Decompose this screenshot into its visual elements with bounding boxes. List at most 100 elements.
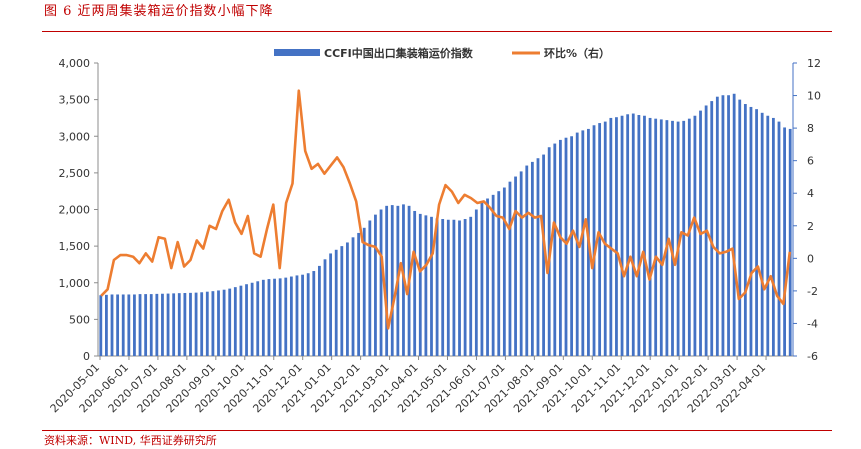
ccfi-bar (133, 294, 136, 356)
ccfi-bar (469, 216, 473, 356)
ccfi-bar (727, 95, 730, 356)
ccfi-bar (105, 294, 108, 356)
legend-bar-label: CCFI中国出口集装箱运价指数 (324, 46, 474, 60)
ccfi-bar (390, 205, 394, 356)
ccfi-bar (687, 118, 691, 356)
ccfi-bar (99, 295, 103, 356)
ccfi-bar (233, 287, 237, 356)
ccfi-bar (138, 294, 142, 356)
ccfi-bar (278, 278, 282, 356)
ccfi-bar (144, 294, 148, 356)
ccfi-bar (334, 249, 338, 356)
ccfi-bar (760, 112, 764, 356)
ccfi-bar (637, 115, 641, 356)
y-right-tick-label: 2 (807, 220, 814, 233)
y-left-tick-label: 4,000 (59, 57, 91, 70)
ccfi-bar (385, 205, 389, 356)
ccfi-bar (530, 161, 534, 356)
ccfi-bar (766, 115, 770, 357)
ccfi-bar (211, 291, 215, 356)
ccfi-bar (732, 93, 736, 356)
ccfi-bar (357, 232, 361, 356)
ccfi-bar (598, 123, 602, 356)
legend-line-label: 环比%（右） (544, 46, 610, 60)
ccfi-bar (771, 117, 775, 356)
ccfi-bar (289, 276, 293, 356)
ccfi-bar (743, 104, 747, 357)
ccfi-bar (570, 136, 574, 356)
ccfi-bar (116, 294, 120, 356)
ccfi-bar (267, 279, 271, 356)
ccfi-bar (715, 96, 719, 356)
ccfi-bar (301, 274, 304, 356)
ccfi-bar (346, 242, 349, 356)
ccfi-bar (643, 115, 646, 357)
chart-axes (94, 62, 797, 360)
ccfi-bar (149, 294, 153, 356)
ccfi-bar (542, 154, 545, 356)
ccfi-bar (783, 127, 786, 357)
ccfi-bar (721, 95, 725, 356)
ccfi-bar (603, 121, 607, 356)
y-left-tick-label: 0 (83, 350, 90, 363)
ccfi-bar (463, 219, 467, 356)
ccfi-bar (671, 120, 674, 357)
ccfi-bar (177, 293, 181, 356)
y-right-tick-label: 0 (807, 252, 814, 265)
ccfi-bar (480, 202, 484, 356)
ccfi-bar (564, 137, 568, 356)
ccfi-bar (189, 292, 192, 356)
ccfi-bar (738, 99, 742, 356)
ccfi-bar (441, 219, 445, 356)
line-series (100, 89, 792, 330)
y-right-tick-label: 10 (807, 90, 821, 103)
ccfi-bar (581, 130, 585, 356)
ccfi-bar (323, 259, 327, 356)
ccfi-bar (413, 210, 417, 356)
ccfi-bar (682, 120, 686, 357)
ccfi-bar (245, 284, 248, 356)
ccfi-bar (418, 213, 422, 356)
y-right-tick-label: 8 (807, 122, 814, 135)
ccfi-bar (654, 118, 658, 356)
ccfi-bar (755, 109, 758, 357)
bar-series (99, 93, 792, 357)
mom-change-line (100, 89, 792, 330)
ccfi-bar (626, 114, 630, 357)
ccfi-bar (217, 290, 220, 356)
top-rule (42, 31, 832, 32)
ccfi-bar (553, 143, 557, 356)
y-left-tick-label: 2,000 (59, 204, 91, 217)
ccfi-bar (659, 119, 663, 356)
ccfi-bar (710, 101, 714, 356)
ccfi-bar (205, 291, 209, 356)
y-right-tick-label: -6 (807, 350, 818, 363)
ccfi-bar (239, 285, 243, 356)
ccfi-bar (110, 294, 114, 356)
ccfi-bar (172, 293, 176, 356)
ccfi-bar (362, 227, 366, 356)
ccfi-bar (200, 292, 204, 356)
ccfi-bar (256, 281, 260, 356)
y-left-tick-label: 1,500 (59, 240, 91, 253)
ccfi-bar (228, 288, 232, 356)
ccfi-bar (340, 246, 344, 356)
ccfi-bar (458, 220, 461, 356)
ccfi-bar (648, 117, 652, 356)
ccfi-bar (222, 289, 226, 356)
ccfi-bar (502, 187, 506, 356)
y-right-tick-label: -2 (807, 285, 818, 298)
ccfi-bar (379, 209, 383, 356)
ccfi-bar (508, 181, 512, 356)
ccfi-bar (446, 219, 450, 356)
ccfi-bar (329, 253, 333, 356)
ccfi-bar (788, 128, 792, 356)
legend-bar-swatch (274, 49, 320, 56)
ccfi-bar (295, 275, 299, 356)
ccfi-bar (306, 273, 310, 356)
ccfi-bar (519, 171, 523, 356)
ccfi-bar (693, 115, 697, 357)
y-right-tick-label: -4 (807, 317, 818, 330)
ccfi-bar (558, 139, 562, 356)
ccfi-bar (368, 220, 372, 356)
